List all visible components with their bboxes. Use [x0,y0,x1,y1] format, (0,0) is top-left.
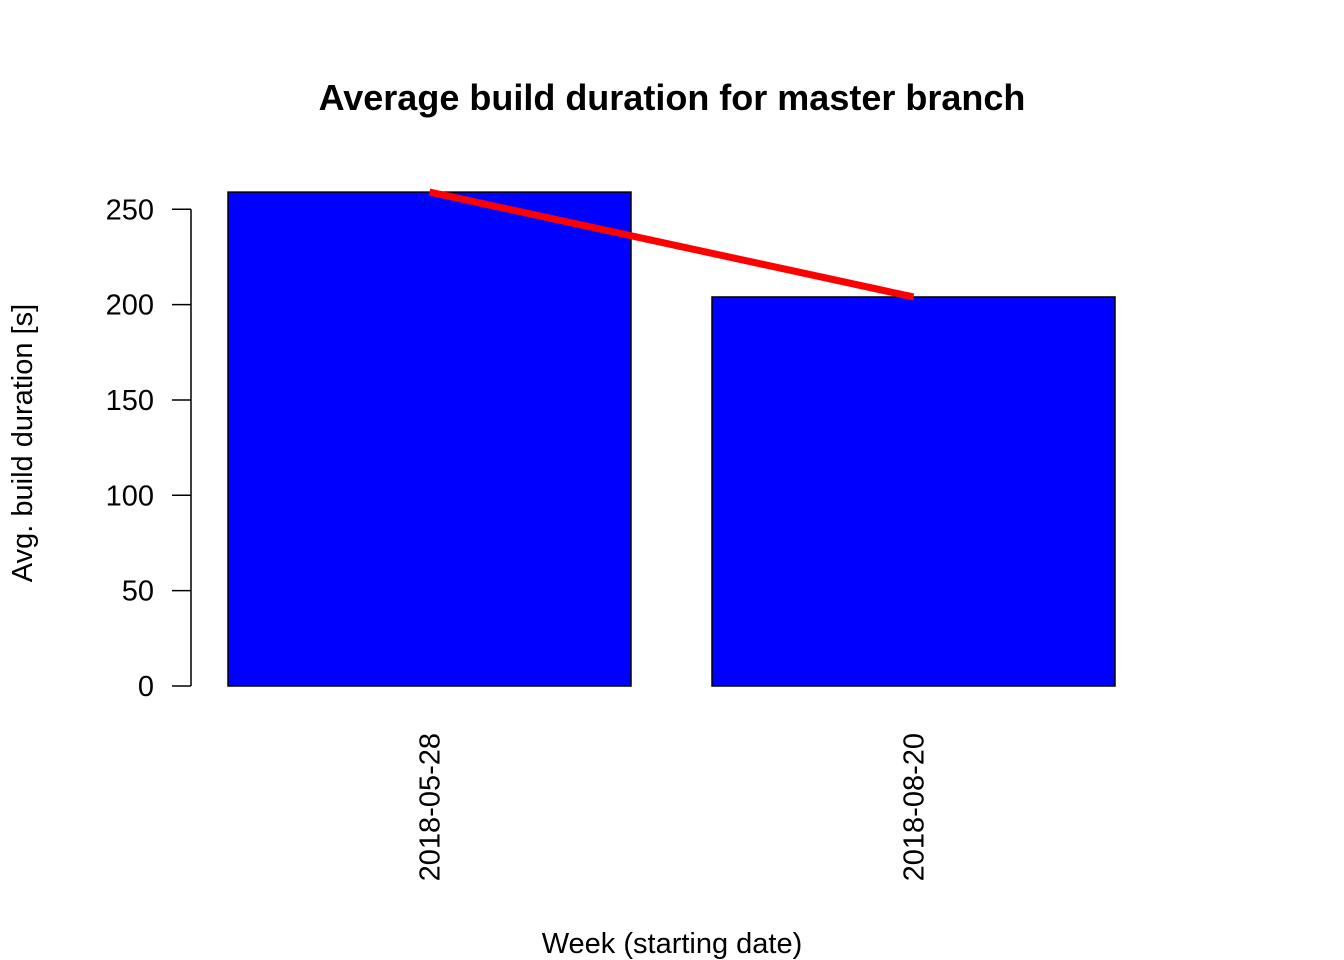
y-tick-label-200: 200 [106,290,154,322]
y-tick-label-100: 100 [106,480,154,512]
bar-2018-08-20 [711,296,1116,687]
y-tick-label-50: 50 [122,576,154,608]
y-tick-label-250: 250 [106,194,154,226]
y-tick-label-150: 150 [106,385,154,417]
plot-area [227,188,1116,687]
y-axis-label: Avg. build duration [s] [7,304,39,582]
trend-line [428,188,915,301]
x-axis-label: Week (starting date) [542,928,803,960]
chart-title: Average build duration for master branch [319,77,1026,118]
bar-2018-05-28 [227,191,632,687]
x-tick-label-2018-05-28: 2018-05-28 [415,733,447,881]
y-axis: 0 50 100 150 200 250 [106,194,192,703]
x-tick-label-2018-08-20: 2018-08-20 [899,733,931,881]
x-axis: 2018-05-28 2018-08-20 [415,733,931,881]
y-tick-label-0: 0 [138,671,154,703]
